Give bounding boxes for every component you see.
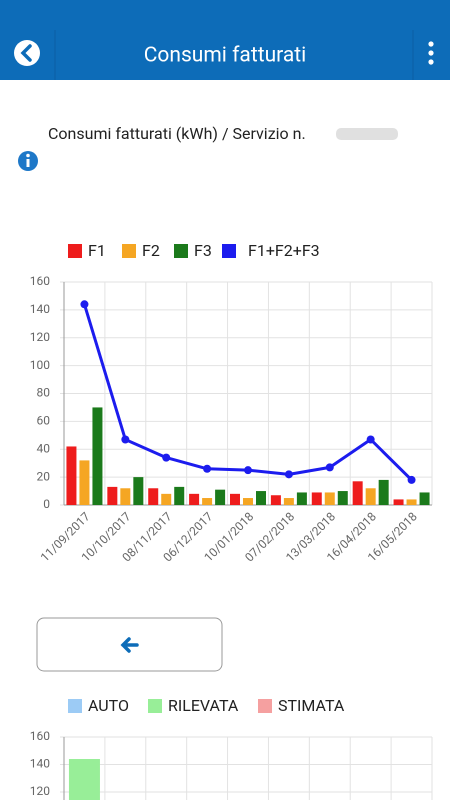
- y-tick-label: 80: [37, 386, 51, 400]
- y-tick-label: 40: [37, 441, 51, 455]
- back-button[interactable]: [14, 40, 40, 66]
- bar: [296, 492, 307, 505]
- bar: [189, 493, 200, 505]
- bar: [393, 499, 404, 505]
- legend-swatch: [148, 699, 162, 713]
- legend-label: F3: [194, 241, 212, 260]
- bar: [406, 499, 417, 505]
- bar: [174, 486, 185, 505]
- line-point: [162, 453, 171, 462]
- y-tick-label: 160: [30, 274, 50, 288]
- bar: [133, 477, 144, 505]
- redacted-number: [336, 128, 398, 140]
- bar: [256, 491, 266, 505]
- bar: [243, 498, 253, 505]
- legend-label: F2: [142, 241, 160, 260]
- legend-swatch: [68, 699, 82, 713]
- y-tick-label: 140: [30, 302, 50, 316]
- legend-label: AUTO: [88, 696, 129, 715]
- legend-label: RILEVATA: [168, 696, 239, 715]
- bar: [230, 493, 240, 505]
- line-point: [203, 464, 212, 473]
- y-tick-label: 160: [30, 729, 50, 743]
- bar: [148, 488, 159, 505]
- line-point: [80, 300, 89, 309]
- app-bar: [0, 0, 450, 80]
- bar: [107, 486, 118, 505]
- bar: [120, 488, 131, 505]
- legend-label: STIMATA: [278, 696, 345, 715]
- y-tick-label: 0: [43, 497, 50, 511]
- bar: [161, 493, 172, 505]
- y-tick-label: 20: [37, 469, 51, 483]
- legend-label: F1+F2+F3: [248, 241, 320, 260]
- subtitle: Consumi fatturati (kWh) / Servizio n.: [48, 124, 306, 143]
- bar: [79, 460, 90, 505]
- line-point: [407, 475, 416, 484]
- bar: [215, 489, 226, 505]
- line-point: [325, 463, 334, 472]
- legend-swatch: [174, 244, 188, 258]
- bar: [365, 488, 376, 505]
- y-tick-label: 140: [30, 757, 50, 771]
- legend-swatch: [222, 244, 236, 258]
- legend-swatch: [258, 699, 272, 713]
- line-point: [366, 435, 375, 444]
- y-tick-label: 60: [37, 414, 51, 428]
- info-icon[interactable]: [18, 151, 38, 171]
- bar: [352, 481, 363, 505]
- bar: [378, 479, 389, 505]
- bar: [337, 491, 348, 505]
- menu-button[interactable]: [428, 41, 434, 65]
- line-point: [284, 470, 293, 479]
- y-tick-label: 100: [30, 358, 50, 372]
- bar: [324, 492, 335, 505]
- y-tick-label: 120: [30, 330, 50, 344]
- legend-swatch: [68, 244, 82, 258]
- line-point: [244, 466, 252, 475]
- legend-swatch: [122, 244, 136, 258]
- y-tick-label: 120: [30, 784, 50, 798]
- legend-label: F1: [88, 241, 106, 260]
- bar: [419, 492, 430, 505]
- bar: [202, 498, 213, 505]
- bar: [68, 759, 100, 800]
- line-point: [121, 435, 130, 444]
- app-title: Consumi fatturati: [144, 44, 307, 68]
- bar: [66, 446, 77, 505]
- bar: [311, 492, 322, 505]
- back-arrow-button[interactable]: [36, 617, 223, 672]
- bar: [92, 407, 103, 505]
- line: [83, 303, 413, 481]
- bar: [270, 495, 281, 505]
- bar: [283, 498, 294, 505]
